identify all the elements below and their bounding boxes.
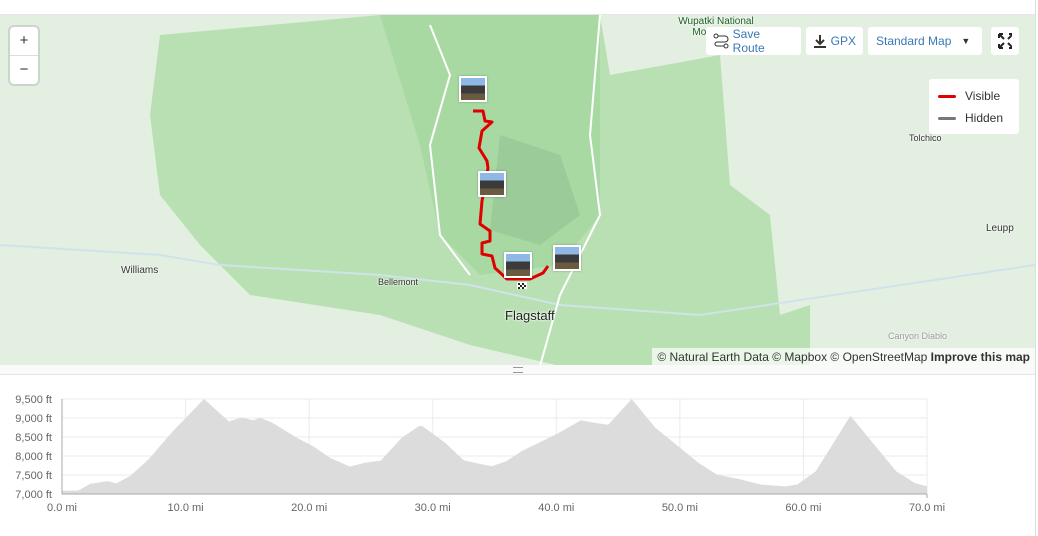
x-tick-label: 60.0 mi — [785, 502, 821, 514]
place-label: Tolchico — [909, 133, 942, 143]
improve-map-link[interactable]: Improve this map — [930, 350, 1030, 364]
elevation-chart[interactable]: 7,000 ft 7,500 ft 8,000 ft 8,500 ft 9,000 ft… — [0, 376, 1030, 526]
x-tick-label: 0.0 mi — [47, 502, 77, 514]
zoom-out-button[interactable]: − — [10, 55, 38, 84]
save-route-label: Save Route — [732, 27, 765, 55]
fullscreen-icon — [998, 33, 1012, 49]
legend-swatch-hidden — [938, 116, 956, 120]
x-tick-label: 30.0 mi — [415, 502, 451, 514]
panel-border — [1035, 0, 1036, 536]
y-tick-label: 9,500 ft — [15, 394, 52, 406]
x-tick-label: 40.0 mi — [538, 502, 574, 514]
fullscreen-button[interactable] — [991, 27, 1019, 55]
map-style-label: Standard Map — [876, 34, 952, 48]
y-tick-label: 8,000 ft — [15, 451, 52, 463]
legend-swatch-visible — [938, 94, 956, 98]
save-route-button[interactable]: Save Route — [706, 27, 801, 55]
route-map[interactable]: Wupatki National Monument Williams Belle… — [0, 14, 1035, 366]
zoom-in-button[interactable]: + — [19, 32, 29, 49]
gpx-label: GPX — [830, 34, 856, 48]
photo-marker[interactable] — [459, 76, 487, 102]
x-tick-label: 10.0 mi — [168, 502, 204, 514]
place-label: Williams — [121, 265, 159, 276]
x-tick-label: 50.0 mi — [662, 502, 698, 514]
y-tick-label: 9,000 ft — [15, 413, 52, 425]
photo-marker[interactable] — [553, 245, 581, 271]
place-label: Bellemont — [378, 277, 419, 287]
finish-flag-icon — [518, 283, 526, 289]
route-legend: Visible Hidden — [929, 79, 1019, 134]
place-label: Canyon Diablo — [888, 331, 948, 341]
legend-label: Visible — [965, 89, 1001, 103]
x-tick-label: 70.0 mi — [909, 502, 945, 514]
legend-label: Hidden — [965, 111, 1004, 125]
photo-marker[interactable] — [478, 171, 506, 197]
x-tick-label: 20.0 mi — [291, 502, 327, 514]
place-label: Flagstaff — [505, 308, 555, 323]
map-style-dropdown[interactable]: Standard Map ▼ — [868, 27, 982, 55]
resize-divider[interactable] — [0, 365, 1035, 375]
y-tick-label: 7,500 ft — [15, 470, 52, 482]
route-icon — [713, 33, 729, 49]
place-label: Leupp — [986, 223, 1014, 234]
caret-down-icon: ▼ — [961, 36, 971, 46]
elevation-area — [62, 399, 927, 494]
drag-handle-icon[interactable] — [513, 367, 523, 373]
photo-marker[interactable] — [504, 252, 532, 278]
gpx-download-button[interactable]: GPX — [806, 27, 863, 55]
attribution-text: © Natural Earth Data © Mapbox © OpenStre… — [657, 350, 928, 364]
map-attribution: © Natural Earth Data © Mapbox © OpenStre… — [652, 348, 1035, 366]
y-tick-label: 7,000 ft — [15, 489, 52, 501]
y-tick-label: 8,500 ft — [15, 432, 52, 444]
zoom-control: + − — [10, 27, 38, 84]
download-icon — [814, 35, 826, 48]
